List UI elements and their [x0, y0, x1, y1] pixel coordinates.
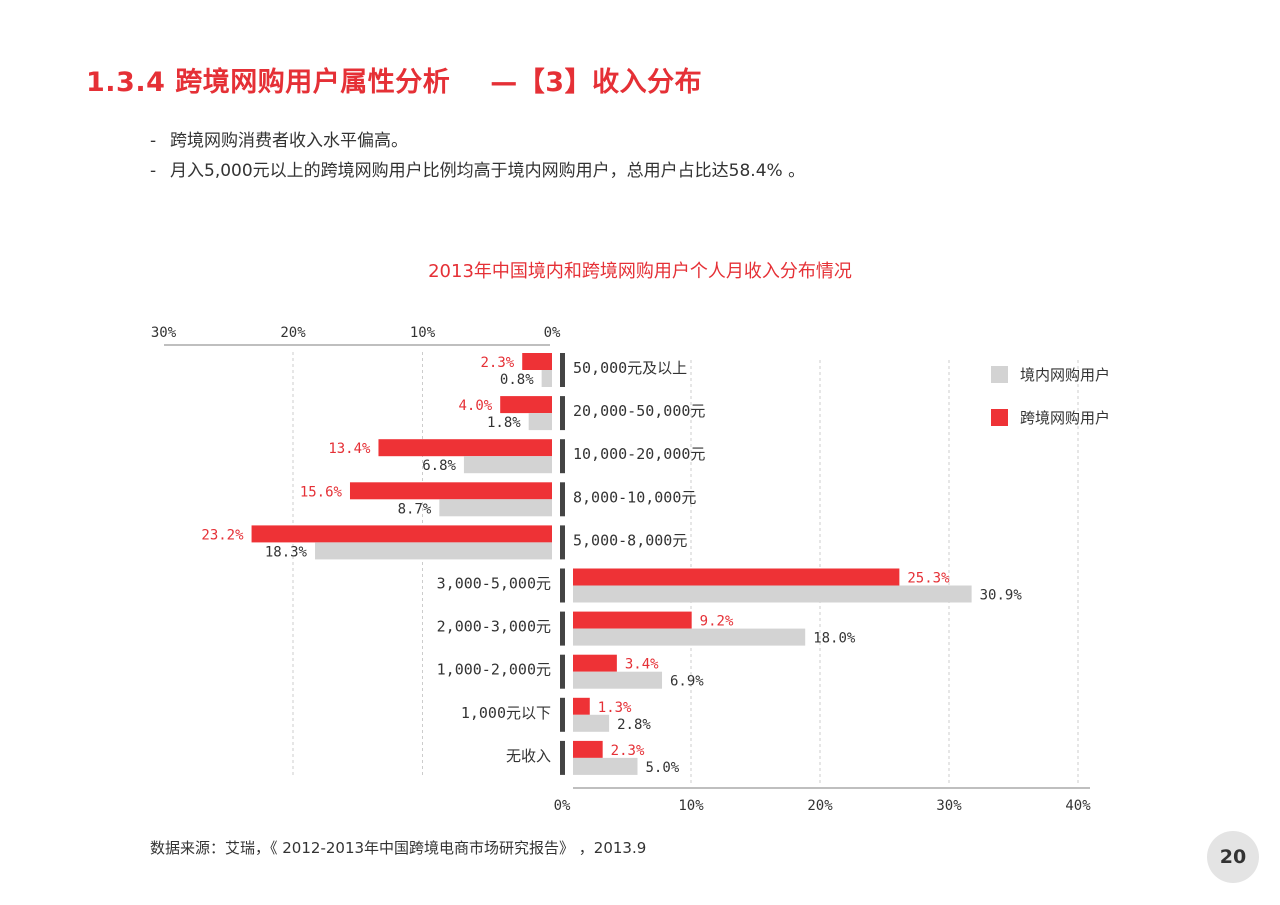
- left-axis-tick-label: 30%: [151, 325, 177, 341]
- bar-domestic: [573, 714, 610, 732]
- category-label: 10,000-20,000元: [573, 445, 705, 463]
- source-note: 数据来源：艾瑞，《 2012-2013年中国跨境电商市场研究报告》 ，2013.…: [150, 839, 647, 857]
- bullet-item: - 月入5,000元以上的跨境网购用户比例均高于境内网购用户，总用户占比达58.4…: [150, 161, 806, 181]
- legend-swatch: [991, 409, 1008, 426]
- chart-title: 2013年中国境内和跨境网购用户个人月收入分布情况: [428, 261, 852, 282]
- bar-cross-border: [573, 740, 603, 758]
- data-label-domestic: 2.8%: [617, 717, 651, 733]
- data-label-domestic: 5.0%: [646, 760, 680, 776]
- data-label-cross-border: 4.0%: [458, 398, 492, 414]
- category-marker: [560, 611, 565, 646]
- right-axis-tick-label: 40%: [1065, 798, 1091, 814]
- data-label-domestic: 18.3%: [265, 544, 308, 560]
- category-marker: [560, 740, 565, 775]
- data-label-cross-border: 13.4%: [328, 441, 371, 457]
- category-label: 20,000-50,000元: [573, 402, 705, 420]
- category-label: 8,000-10,000元: [573, 488, 696, 506]
- category-marker: [560, 353, 565, 387]
- bar-cross-border: [378, 439, 552, 457]
- bar-domestic: [541, 370, 552, 387]
- data-label-domestic: 6.8%: [422, 458, 456, 474]
- data-label-cross-border: 2.3%: [611, 743, 645, 759]
- category-marker: [560, 439, 565, 474]
- title-main: 1.3.4 跨境网购用户属性分析: [86, 67, 451, 98]
- category-label: 1,000-2,000元: [437, 661, 551, 679]
- category-label: 2,000-3,000元: [437, 618, 551, 636]
- category-label: 5,000-8,000元: [573, 531, 687, 549]
- category-marker: [560, 396, 565, 431]
- bar-cross-border: [500, 396, 552, 414]
- bar-domestic: [573, 671, 663, 689]
- data-label-cross-border: 25.3%: [907, 571, 950, 587]
- data-label-cross-border: 3.4%: [625, 657, 659, 673]
- data-label-cross-border: 9.2%: [700, 614, 734, 630]
- bar-cross-border: [573, 611, 692, 629]
- data-label-cross-border: 1.3%: [598, 700, 632, 716]
- bar-cross-border: [349, 482, 552, 500]
- bar-cross-border: [522, 353, 552, 370]
- right-axis-tick-label: 10%: [678, 798, 704, 814]
- bar-domestic: [573, 628, 806, 646]
- bar-cross-border: [573, 654, 617, 672]
- bar-cross-border: [251, 525, 552, 543]
- category-label: 无收入: [506, 747, 551, 765]
- bullet-list: - 跨境网购消费者收入水平偏高。 - 月入5,000元以上的跨境网购用户比例均高于境…: [150, 126, 805, 186]
- bullet-text: 跨境网购消费者收入水平偏高。: [170, 131, 408, 151]
- data-label-cross-border: 2.3%: [480, 355, 514, 371]
- data-label-cross-border: 23.2%: [201, 527, 244, 543]
- right-axis-tick-label: 20%: [807, 798, 833, 814]
- page-title: 1.3.4 跨境网购用户属性分析 —【3】收入分布: [86, 60, 702, 99]
- bar-domestic: [463, 456, 552, 474]
- left-axis-tick-label: 10%: [410, 325, 436, 341]
- bar-domestic: [439, 499, 552, 517]
- title-sub: —【3】收入分布: [490, 67, 703, 98]
- right-axis-tick-label: 0%: [554, 798, 571, 814]
- left-axis-tick-label: 20%: [280, 325, 306, 341]
- data-label-domestic: 8.7%: [398, 501, 432, 517]
- data-label-domestic: 30.9%: [980, 588, 1023, 604]
- bar-domestic: [573, 757, 638, 775]
- bar-domestic: [528, 413, 552, 431]
- bar-domestic: [315, 542, 552, 560]
- bar-domestic: [573, 585, 972, 603]
- data-label-domestic: 1.8%: [487, 415, 521, 431]
- category-label: 50,000元及以上: [573, 359, 687, 377]
- category-label: 1,000元以下: [461, 704, 551, 722]
- bar-cross-border: [573, 568, 900, 586]
- bullet-item: - 跨境网购消费者收入水平偏高。: [150, 131, 408, 151]
- right-axis-tick-label: 30%: [936, 798, 962, 814]
- category-marker: [560, 482, 565, 517]
- bullet-text: 月入5,000元以上的跨境网购用户比例均高于境内网购用户，总用户占比达58.4%…: [170, 161, 806, 181]
- legend-swatch: [991, 366, 1008, 383]
- category-label: 3,000-5,000元: [437, 575, 551, 593]
- data-label-cross-border: 15.6%: [300, 484, 343, 500]
- data-label-domestic: 6.9%: [670, 674, 704, 690]
- legend-label: 跨境网购用户: [1020, 409, 1110, 427]
- bar-cross-border: [573, 697, 590, 715]
- category-marker: [560, 697, 565, 732]
- legend-label: 境内网购用户: [1020, 366, 1110, 384]
- category-marker: [560, 525, 565, 560]
- category-marker: [560, 568, 565, 603]
- left-axis-tick-label: 0%: [544, 325, 561, 341]
- category-marker: [560, 654, 565, 689]
- page-number-badge: 20: [1207, 831, 1259, 883]
- data-label-domestic: 18.0%: [813, 631, 856, 647]
- data-label-domestic: 0.8%: [500, 372, 534, 388]
